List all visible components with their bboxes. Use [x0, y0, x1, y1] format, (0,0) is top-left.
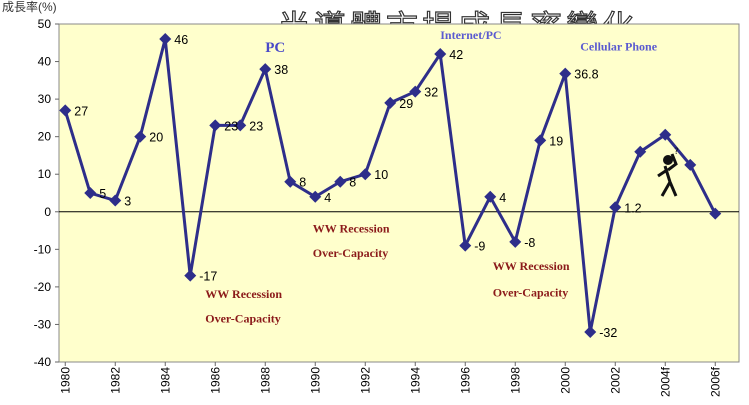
y-axis-label: 成長率(%) [2, 0, 57, 14]
plot-area [58, 23, 740, 363]
x-tick-label: 1996 [458, 367, 472, 394]
x-tick-label: 2004f [658, 366, 672, 397]
data-point-marker [59, 104, 72, 117]
y-tick-label: -30 [34, 317, 52, 331]
data-point-marker [384, 96, 397, 109]
data-point-marker [209, 119, 222, 132]
data-label: 4 [324, 191, 331, 205]
event-annotation: WW Recession [493, 259, 570, 273]
data-label: 42 [449, 48, 463, 62]
data-point-marker [184, 269, 197, 282]
data-point-marker [134, 130, 147, 143]
event-annotation: Over-Capacity [313, 246, 389, 260]
data-point-marker [659, 128, 672, 141]
data-point-marker [284, 175, 297, 188]
data-label: 8 [349, 176, 356, 190]
data-point-marker [434, 48, 447, 61]
thinking-figure-icon: ? [657, 147, 679, 197]
data-point-marker [409, 85, 422, 98]
data-label: 4 [499, 191, 506, 205]
data-point-marker [334, 175, 347, 188]
data-point-marker [234, 119, 247, 132]
event-annotation: Over-Capacity [205, 312, 281, 326]
x-tick-label: 1994 [408, 367, 422, 394]
data-label: -8 [524, 236, 535, 250]
data-label: -17 [199, 270, 217, 284]
event-annotation: WW Recession [313, 221, 390, 235]
event-annotation: WW Recession [205, 287, 282, 301]
x-tick-label: 2002 [608, 367, 622, 394]
data-point-marker [484, 190, 497, 203]
x-tick-label: 1992 [358, 367, 372, 394]
data-label: 29 [399, 97, 413, 111]
data-point-marker [534, 134, 547, 147]
data-point-marker [609, 201, 622, 214]
y-tick-label: 50 [38, 17, 52, 31]
y-tick-label: 40 [38, 55, 52, 69]
event-annotation: Over-Capacity [493, 285, 569, 299]
data-point-marker [459, 239, 472, 252]
data-point-marker [634, 145, 647, 158]
x-tick-label: 2006f [708, 366, 722, 397]
data-label: 20 [149, 131, 163, 145]
data-label: -9 [474, 240, 485, 254]
data-label: 27 [74, 104, 88, 118]
data-label: 38 [274, 63, 288, 77]
y-tick-label: 20 [38, 130, 52, 144]
data-point-marker [559, 67, 572, 80]
data-point-marker [359, 168, 372, 181]
driver-annotation: PC [265, 40, 285, 56]
data-label: 36.8 [574, 68, 598, 82]
svg-text:?: ? [674, 147, 679, 157]
x-tick-label: 1986 [208, 367, 222, 394]
data-point-marker [684, 158, 697, 171]
y-tick-label: 0 [44, 205, 51, 219]
data-label: 23 [224, 119, 238, 133]
x-tick-label: 1988 [258, 367, 272, 394]
data-point-marker [259, 63, 272, 76]
data-label: -32 [599, 326, 617, 340]
data-label: 8 [299, 176, 306, 190]
data-label: 5 [99, 187, 106, 201]
y-tick-label: -20 [34, 280, 52, 294]
data-point-marker [584, 325, 597, 338]
x-tick-label: 1982 [108, 367, 122, 394]
data-label: 46 [174, 33, 188, 47]
x-tick-label: 1984 [158, 367, 172, 394]
driver-annotation: Cellular Phone [580, 39, 657, 53]
data-point-marker [709, 207, 722, 220]
data-label: 19 [549, 134, 563, 148]
data-point-marker [509, 235, 522, 248]
data-label: 3 [124, 195, 131, 209]
x-tick-label: 1980 [58, 367, 72, 394]
data-label: 32 [424, 86, 438, 100]
x-tick-label: 2000 [558, 367, 572, 394]
y-tick-label: -10 [34, 242, 52, 256]
driver-annotation: Internet/PC [440, 28, 501, 42]
data-point-marker [159, 33, 172, 46]
y-tick-label: 30 [38, 92, 52, 106]
data-label: 23 [249, 119, 263, 133]
data-label: 10 [374, 168, 388, 182]
x-tick-label: 1990 [308, 367, 322, 394]
data-point-marker [309, 190, 322, 203]
data-point-marker [109, 194, 122, 207]
y-tick-label: 10 [38, 167, 52, 181]
data-point-marker [84, 187, 97, 199]
data-label: 1.2 [624, 201, 641, 215]
x-tick-label: 1998 [508, 367, 522, 394]
y-tick-label: -40 [34, 355, 52, 369]
